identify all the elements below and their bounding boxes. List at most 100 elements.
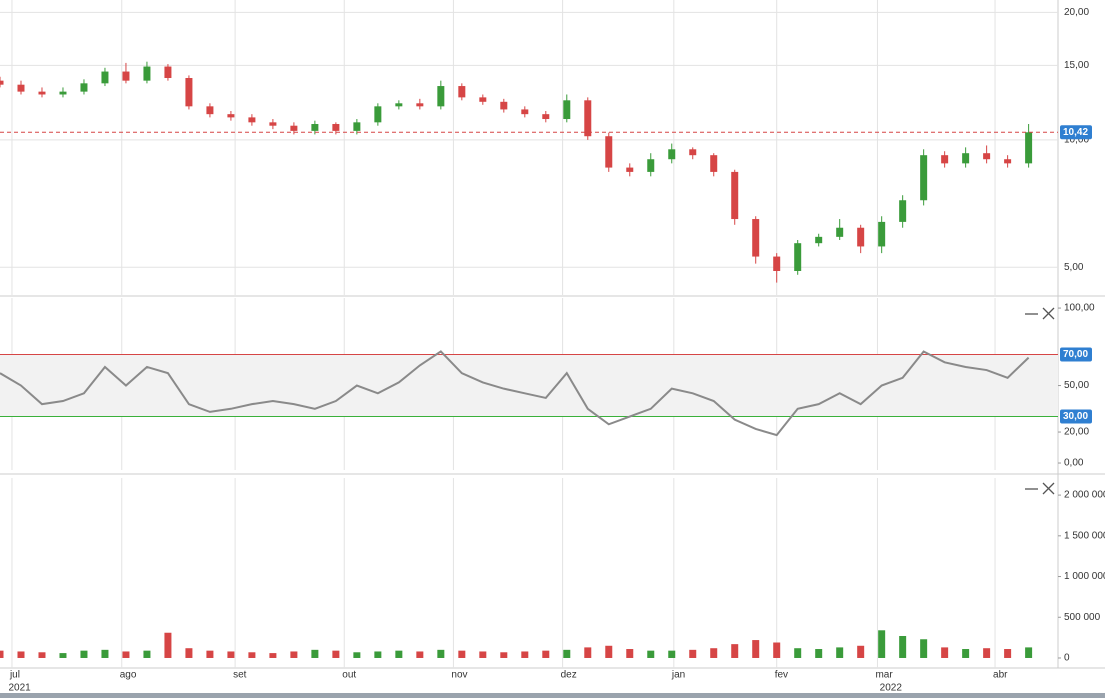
volume-bar xyxy=(101,649,109,658)
volume-bar xyxy=(542,650,550,658)
volume-bar xyxy=(836,647,844,658)
x-tick-label: dez xyxy=(561,670,577,681)
y-tick-label: 5,00 xyxy=(1064,262,1084,273)
volume-bar xyxy=(0,650,4,658)
candle-body xyxy=(920,155,928,201)
volume-bar xyxy=(458,650,466,658)
y-tick-label: 20,00 xyxy=(1064,427,1089,438)
volume-bar xyxy=(122,651,130,658)
x-tick-label: fev xyxy=(775,670,788,681)
y-tick-label: 0 xyxy=(1064,653,1070,664)
candle-body xyxy=(899,200,907,222)
volume-bar xyxy=(143,650,151,658)
last-price-badge xyxy=(1060,125,1092,140)
candle-body xyxy=(437,86,445,107)
candle-body xyxy=(1025,132,1033,164)
volume-bar xyxy=(731,644,739,658)
candle-body xyxy=(941,155,949,164)
year-label: 2021 xyxy=(8,683,31,694)
volume-bar xyxy=(353,652,361,658)
volume-bar xyxy=(647,650,655,658)
volume-bar xyxy=(815,649,823,658)
y-tick-label: 100,00 xyxy=(1064,303,1095,314)
volume-bar xyxy=(521,651,529,658)
volume-bar xyxy=(395,650,403,658)
candle-body xyxy=(542,114,550,120)
volume-bar xyxy=(311,649,319,658)
volume-bar xyxy=(920,639,928,658)
x-tick-label: jan xyxy=(671,670,685,681)
volume-bar xyxy=(689,649,697,658)
candle-body xyxy=(647,159,655,172)
candle-body xyxy=(794,243,802,271)
volume-bar xyxy=(227,651,235,658)
x-tick-label: nov xyxy=(451,670,467,681)
candle-body xyxy=(59,91,67,95)
candle-body xyxy=(962,153,970,164)
volume-bar xyxy=(773,642,781,658)
x-tick-label: out xyxy=(342,670,356,681)
y-tick-label: 20,00 xyxy=(1064,7,1089,18)
candle-body xyxy=(416,103,424,107)
candle-body xyxy=(1004,159,1012,164)
volume-bar xyxy=(80,650,88,658)
volume-bar xyxy=(416,651,424,658)
candle-body xyxy=(143,66,151,81)
candle-body xyxy=(311,124,319,131)
volume-bar xyxy=(164,632,172,658)
candle-body xyxy=(626,167,634,172)
y-tick-label: 2 000 000 xyxy=(1064,490,1105,501)
volume-bar xyxy=(857,645,865,658)
x-tick-label: mar xyxy=(875,670,893,681)
close-icon[interactable] xyxy=(1042,307,1055,320)
volume-bar xyxy=(500,652,508,658)
volume-bar xyxy=(479,651,487,658)
volume-bar xyxy=(185,648,193,658)
candle-body xyxy=(857,227,865,247)
volume-bar xyxy=(584,647,592,658)
volume-bar xyxy=(38,652,46,658)
volume-bar xyxy=(17,651,25,658)
volume-bar xyxy=(794,648,802,658)
volume-bar xyxy=(1004,649,1012,658)
candle-body xyxy=(395,103,403,107)
last-price-label: 10,42 xyxy=(1063,127,1088,138)
candle-body xyxy=(38,91,46,95)
x-tick-label: set xyxy=(233,670,247,681)
candle-body xyxy=(122,71,130,81)
volume-bar xyxy=(941,647,949,658)
close-icon[interactable] xyxy=(1042,482,1055,495)
volume-bar xyxy=(605,645,613,658)
candle-body xyxy=(269,122,277,126)
volume-bar xyxy=(752,640,760,658)
candle-body xyxy=(0,80,4,85)
candle-body xyxy=(248,117,256,123)
x-tick-label: jul xyxy=(9,670,20,681)
volume-bar xyxy=(374,651,382,658)
rsi-line xyxy=(0,350,1030,437)
candle-body xyxy=(983,153,991,160)
panel-controls xyxy=(1025,307,1055,495)
volume-bar xyxy=(1025,647,1033,658)
candle-body xyxy=(584,100,592,137)
candle-body xyxy=(605,136,613,168)
candle-body xyxy=(206,106,214,115)
year-label: 2022 xyxy=(880,683,903,694)
level-label: 30,00 xyxy=(1063,411,1088,422)
volume-bar xyxy=(206,650,214,658)
candle-body xyxy=(815,236,823,244)
candle-body xyxy=(80,83,88,92)
volume-bar xyxy=(668,650,676,658)
candle-body xyxy=(752,219,760,257)
y-tick-label: 1 000 000 xyxy=(1064,571,1105,582)
volume-bar xyxy=(437,649,445,658)
level-badge xyxy=(1060,347,1092,362)
scrollbar[interactable] xyxy=(0,693,1105,698)
level-badge xyxy=(1060,409,1092,424)
y-tick-label: 0,00 xyxy=(1064,458,1084,469)
y-tick-label: 1 500 000 xyxy=(1064,530,1105,541)
level-label: 70,00 xyxy=(1063,349,1088,360)
volume-bar xyxy=(290,651,298,658)
candle-body xyxy=(668,149,676,160)
